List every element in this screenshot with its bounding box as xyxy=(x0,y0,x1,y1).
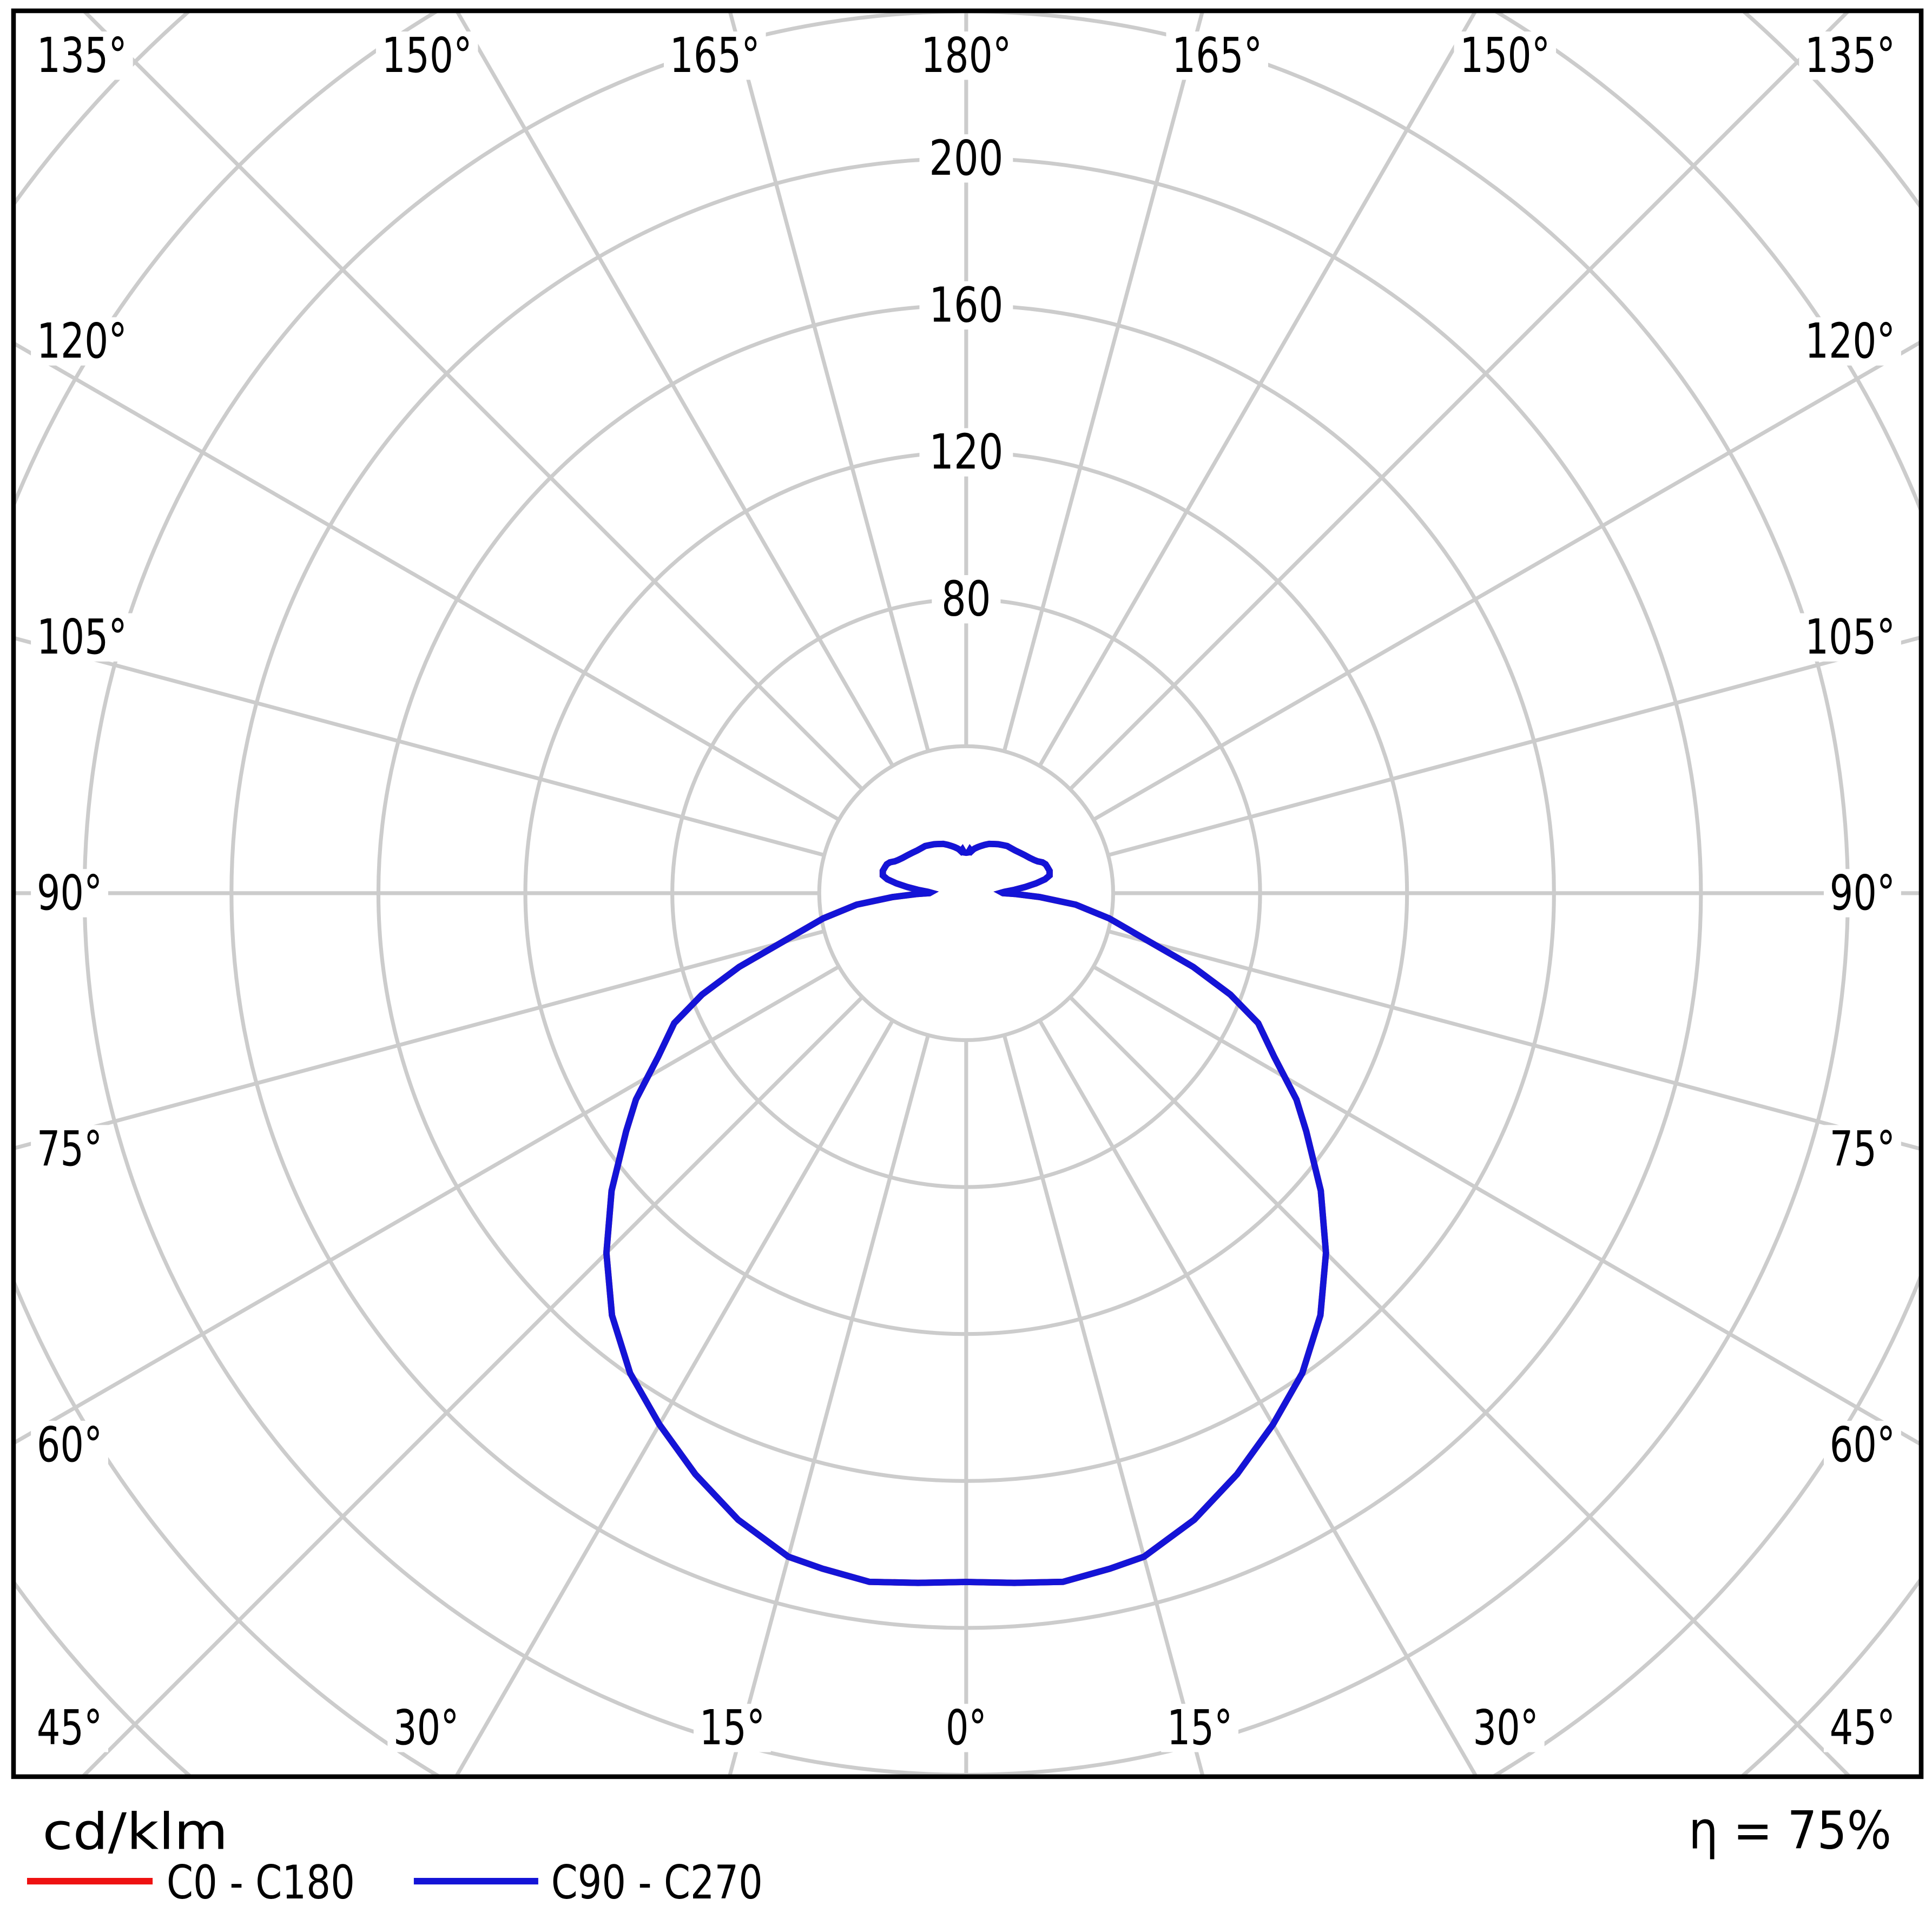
label-mask xyxy=(1166,31,1269,80)
label-mask xyxy=(375,31,478,80)
label-mask xyxy=(1161,1704,1239,1752)
angle-label: 135° xyxy=(1805,28,1895,84)
label-mask xyxy=(1824,1704,1901,1752)
grid-spoke xyxy=(1038,10,1478,767)
intensity-curves xyxy=(603,840,1329,1586)
label-mask xyxy=(1467,1704,1545,1752)
angle-label: 120° xyxy=(1805,313,1895,370)
label-mask xyxy=(1799,31,1901,80)
angle-label: 150° xyxy=(1460,28,1550,84)
label-mask xyxy=(31,31,133,80)
grid-spoke xyxy=(1092,339,1922,822)
label-mask xyxy=(940,1704,993,1752)
angle-label: 75° xyxy=(1830,1121,1895,1177)
radial-tick-label: 160 xyxy=(929,277,1003,333)
angle-label: 45° xyxy=(1830,1700,1895,1756)
radial-tick-label: 200 xyxy=(929,130,1003,187)
angle-label: 105° xyxy=(37,609,127,665)
legend-label-c0-c180: C0 - C180 xyxy=(167,1856,355,1910)
angle-label: 165° xyxy=(1172,28,1262,84)
grid-spoke xyxy=(1038,1019,1479,1777)
angle-label: 120° xyxy=(37,313,127,370)
grid-spoke xyxy=(1107,929,1922,1151)
label-mask xyxy=(932,575,1001,624)
grid-spoke xyxy=(453,1019,895,1777)
angle-label: 30° xyxy=(393,1700,459,1756)
radial-tick-label: 120 xyxy=(929,424,1003,480)
grid-spoke xyxy=(13,341,840,822)
angle-label: 105° xyxy=(1805,609,1895,665)
angle-label: 165° xyxy=(670,28,760,84)
grid-spoke xyxy=(80,995,864,1777)
legend-label-c90-c270: C90 - C270 xyxy=(551,1856,763,1910)
c90-c270-curve xyxy=(603,840,1329,1586)
angle-label: 90° xyxy=(37,865,102,921)
grid-spoke xyxy=(1002,1034,1205,1777)
label-mask xyxy=(1824,1125,1901,1173)
grid-spoke xyxy=(454,10,895,767)
grid-spoke xyxy=(13,929,825,1151)
unit-label: cd/klm xyxy=(43,1802,228,1861)
label-mask xyxy=(919,428,1013,477)
label-mask xyxy=(31,613,133,662)
angle-label: 90° xyxy=(1830,865,1895,921)
angle-label: 135° xyxy=(37,28,127,84)
label-mask xyxy=(919,281,1013,330)
angle-label: 180° xyxy=(921,28,1011,84)
label-mask xyxy=(31,1125,108,1173)
label-mask xyxy=(1799,613,1901,662)
efficiency-label: η = 75% xyxy=(1689,1801,1891,1861)
label-mask xyxy=(1454,31,1557,80)
angle-label: 0° xyxy=(946,1700,987,1756)
grid-spoke xyxy=(1069,10,1851,791)
grid-spoke xyxy=(727,1034,931,1777)
radial-tick-label: 80 xyxy=(941,571,991,628)
grid-spoke xyxy=(1069,995,1852,1777)
label-mask xyxy=(31,869,108,918)
angle-label: 60° xyxy=(1830,1417,1895,1473)
angle-label: 15° xyxy=(700,1700,765,1756)
label-mask xyxy=(1799,317,1901,366)
label-mask xyxy=(31,1704,108,1752)
angle-label: 15° xyxy=(1167,1700,1232,1756)
label-mask xyxy=(693,1704,771,1752)
angle-label: 75° xyxy=(37,1121,102,1177)
label-mask xyxy=(31,317,133,366)
angle-label: 150° xyxy=(382,28,472,84)
label-mask xyxy=(1824,1421,1901,1469)
label-mask xyxy=(919,134,1013,183)
grid-spoke xyxy=(81,10,864,791)
angle-labels: 135° 150° 165° 180° 165° 150° 135° 45° 30° 15° 0° 1… xyxy=(31,28,1901,1756)
radial-tick-labels: 80 120 160 200 xyxy=(919,130,1013,628)
grid-spoke xyxy=(1002,10,1205,752)
grid-spoke xyxy=(728,10,931,752)
label-mask xyxy=(915,31,1018,80)
grid-spoke xyxy=(13,636,825,858)
label-mask xyxy=(1824,869,1901,918)
label-mask xyxy=(663,31,766,80)
angle-label: 30° xyxy=(1473,1700,1539,1756)
angle-label: 45° xyxy=(37,1700,102,1756)
grid-spoke xyxy=(1107,635,1922,858)
label-mask xyxy=(31,1421,108,1469)
angle-label: 60° xyxy=(37,1417,102,1473)
chart-border xyxy=(11,8,1924,1779)
label-mask xyxy=(387,1704,465,1752)
